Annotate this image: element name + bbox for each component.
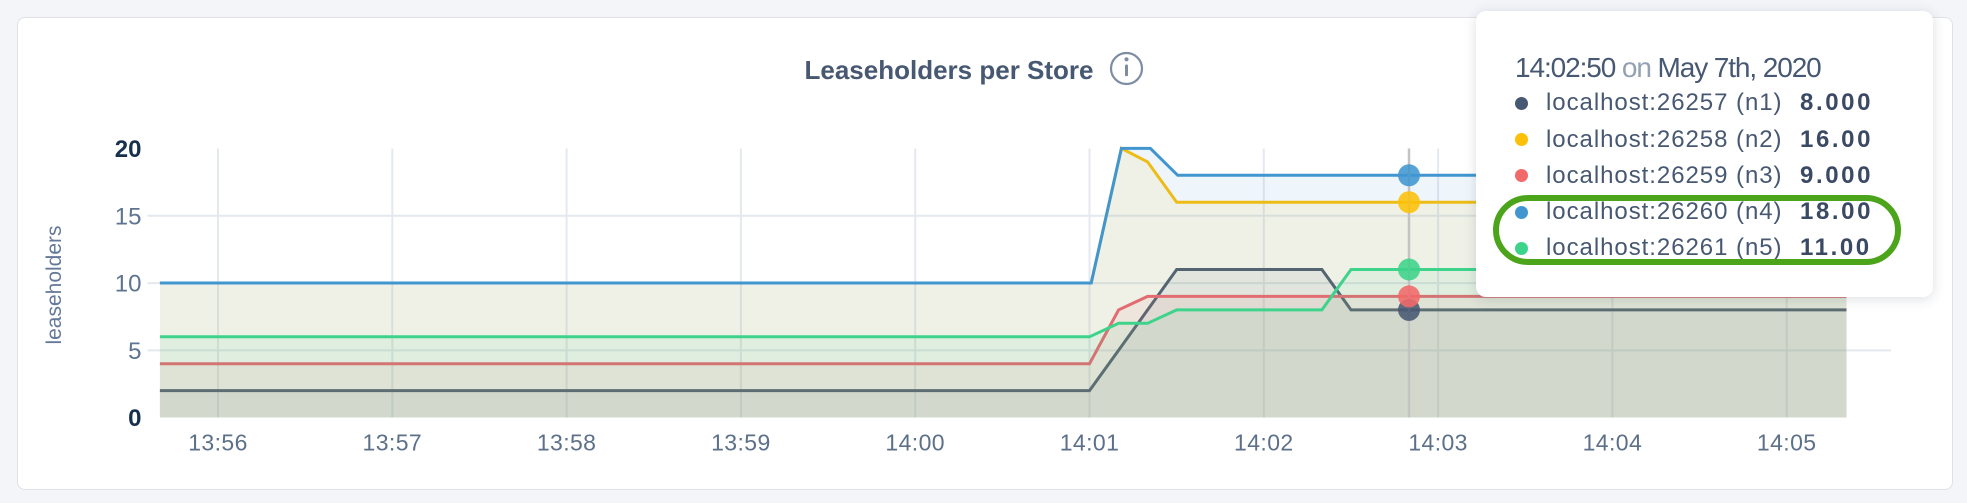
svg-text:14:03: 14:03: [1408, 430, 1468, 456]
svg-text:leaseholders: leaseholders: [43, 225, 66, 344]
svg-text:13:59: 13:59: [711, 430, 771, 456]
svg-text:13:56: 13:56: [188, 430, 248, 456]
svg-text:13:57: 13:57: [363, 430, 423, 456]
svg-text:14:05: 14:05: [1757, 430, 1817, 456]
svg-text:15: 15: [115, 203, 142, 230]
svg-text:13:58: 13:58: [537, 430, 597, 456]
svg-text:14:04: 14:04: [1583, 430, 1643, 456]
svg-text:10: 10: [115, 271, 142, 298]
svg-text:20: 20: [115, 136, 142, 163]
svg-text:5: 5: [128, 338, 141, 365]
svg-text:14:00: 14:00: [885, 430, 945, 456]
svg-text:Leaseholders per Store: Leaseholders per Store: [805, 55, 1094, 85]
svg-text:14:02: 14:02: [1234, 430, 1294, 456]
svg-text:0: 0: [128, 405, 141, 432]
svg-text:14:01: 14:01: [1060, 430, 1120, 456]
